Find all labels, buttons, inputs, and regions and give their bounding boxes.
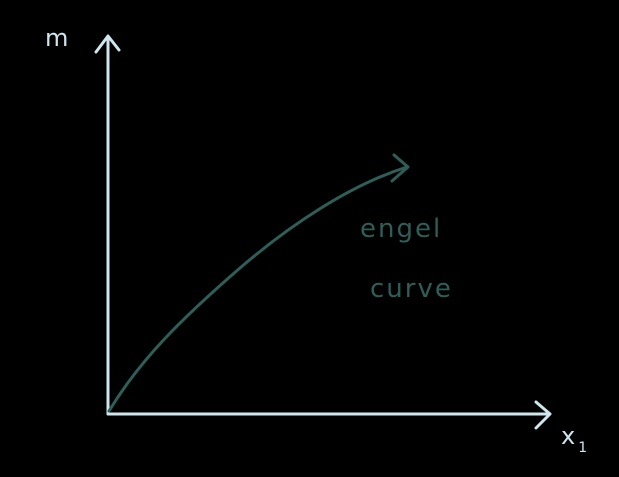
engel-curve <box>107 165 409 413</box>
x-axis-arrowhead <box>534 400 552 430</box>
y-axis-label-text: m <box>45 24 70 52</box>
y-axis-label: m <box>45 26 69 50</box>
engel-curve-arrowhead <box>390 153 410 183</box>
x-axis-label-text: x <box>561 422 577 450</box>
curve-label-line1: engel <box>360 216 442 242</box>
x-axis-label-subscript: 1 <box>578 440 589 456</box>
y-axis-arrowhead <box>94 34 121 54</box>
curve-label-line1-text: engel <box>360 214 443 244</box>
curve-label-line2: curve <box>370 276 453 302</box>
curve-label-line2-text: curve <box>370 274 453 304</box>
